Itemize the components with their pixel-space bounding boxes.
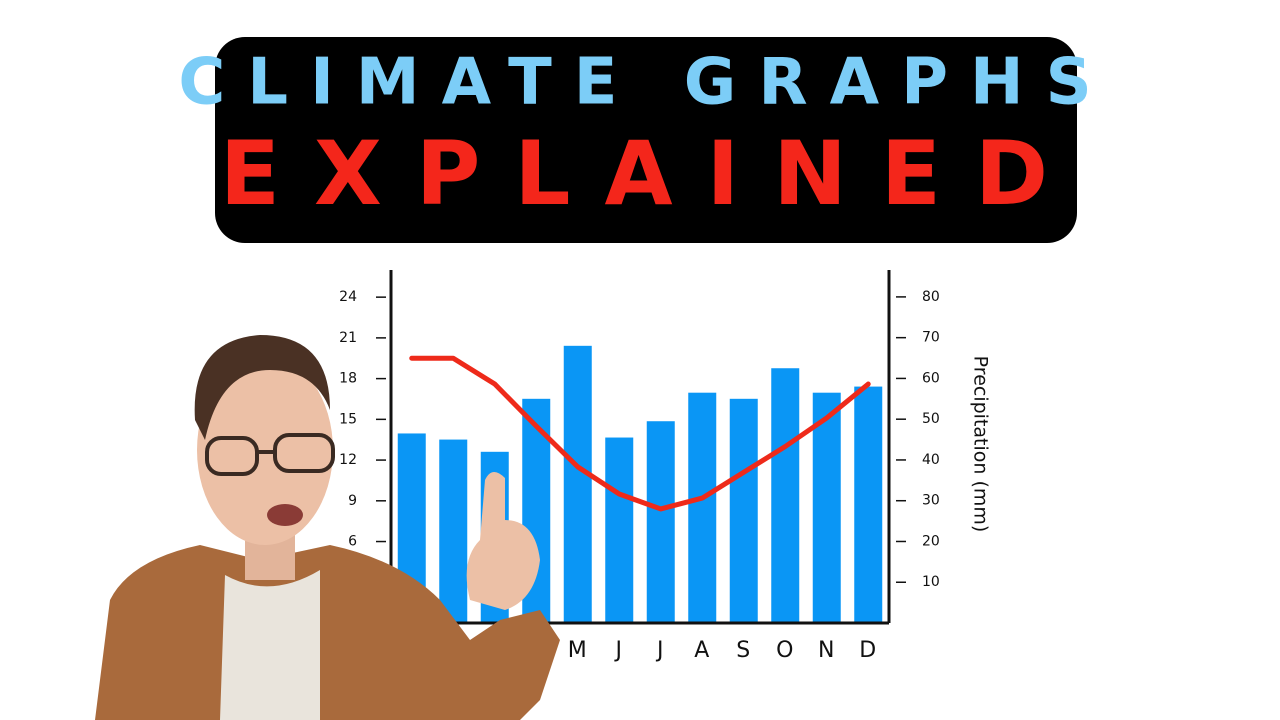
bar — [563, 345, 592, 623]
x-tick-label: S — [736, 638, 751, 663]
bar — [605, 437, 634, 623]
y2-tick-label: 50 — [922, 411, 940, 427]
bar — [812, 392, 841, 623]
bar — [729, 398, 758, 623]
y-tick-label: 6 — [348, 534, 357, 550]
y-tick-label: 9 — [348, 493, 357, 509]
x-tick-label: M — [568, 638, 588, 663]
shirt — [220, 570, 320, 720]
bar — [646, 421, 675, 623]
subtitle: EXPLAINED — [220, 122, 1082, 225]
bar — [771, 368, 800, 623]
bar — [439, 439, 468, 623]
x-tick-label: J — [655, 638, 665, 663]
line — [409, 355, 871, 512]
bar — [854, 386, 883, 623]
y2-tick-label: 40 — [922, 452, 940, 468]
x-tick-label: D — [859, 638, 877, 663]
y-tick-label: 12 — [339, 452, 357, 468]
x-tick-label: N — [818, 638, 835, 663]
y-tick-label: 24 — [339, 289, 357, 305]
y2-tick-label: 80 — [922, 289, 940, 305]
y2-tick-label: 30 — [922, 493, 940, 509]
y2-axis-label: Precipitation (mm) — [970, 356, 992, 533]
glasses — [205, 433, 335, 476]
y2-tick-label: 20 — [922, 533, 940, 549]
y2-tick-label: 70 — [922, 330, 940, 346]
y-tick-label: 18 — [339, 371, 357, 387]
mouth — [267, 504, 303, 526]
jacket — [95, 545, 560, 720]
y2-tick-label: 10 — [922, 574, 940, 590]
x-tick-label: A — [694, 638, 710, 663]
title: CLIMATE GRAPHS — [178, 46, 1113, 120]
title-banner — [215, 37, 1077, 243]
x-tick-label: O — [776, 638, 794, 663]
presenter — [95, 335, 560, 720]
x-tick-label: J — [614, 638, 624, 663]
pointing-hand — [466, 471, 540, 610]
bar — [688, 392, 717, 623]
y2-tick-label: 60 — [922, 370, 940, 386]
y-tick-label: 15 — [339, 411, 357, 427]
hair — [194, 335, 330, 440]
y-tick-label: 21 — [339, 330, 357, 346]
